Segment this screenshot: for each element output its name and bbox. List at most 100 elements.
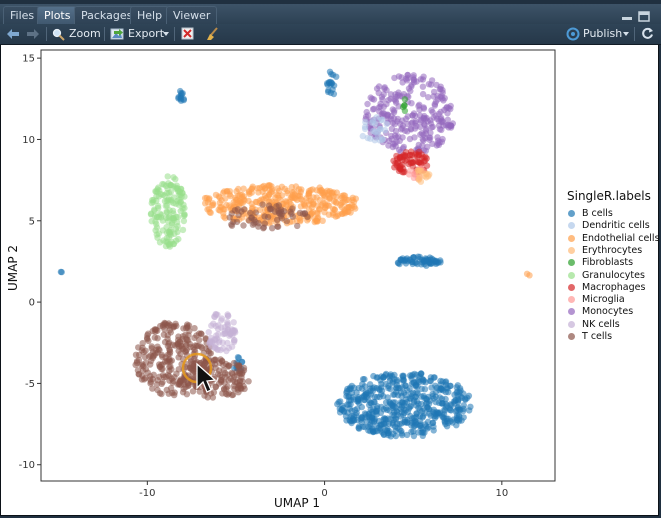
data-point	[261, 220, 269, 227]
data-point	[151, 326, 158, 333]
refresh-icon[interactable]	[641, 27, 654, 40]
plot-canvas: -10 -5 0 5 10 15 -10 0 10 UMAP 1 UMAP 2 SingleR…	[0, 45, 660, 516]
data-point	[132, 351, 140, 358]
data-point	[392, 427, 399, 434]
data-point	[245, 188, 253, 195]
export-button[interactable]: Export	[110, 26, 170, 42]
data-point	[442, 404, 450, 411]
data-point	[176, 377, 184, 385]
legend-label: Fibroblasts	[582, 257, 634, 269]
data-point	[274, 223, 281, 230]
data-point	[359, 380, 366, 388]
data-point	[423, 399, 431, 407]
data-point	[419, 83, 427, 90]
data-point	[152, 188, 159, 195]
back-arrow-icon[interactable]	[6, 28, 20, 40]
data-point	[420, 115, 427, 122]
data-point	[259, 188, 266, 195]
minimize-icon[interactable]	[621, 11, 633, 22]
tab-packages[interactable]: Packages	[74, 6, 140, 24]
data-point	[443, 415, 450, 422]
data-point	[179, 90, 186, 97]
data-point	[154, 202, 162, 210]
forward-arrow-icon[interactable]	[26, 28, 40, 40]
data-point	[400, 143, 407, 151]
data-point	[462, 395, 469, 403]
data-point	[151, 334, 158, 341]
export-image-icon	[110, 28, 124, 40]
data-point	[162, 202, 169, 210]
data-point	[306, 201, 313, 208]
pane-tabbar: Files Plots Packages Help Viewer	[0, 4, 661, 25]
data-point	[432, 388, 440, 396]
data-point	[158, 390, 165, 398]
data-point	[149, 385, 156, 392]
data-point	[144, 332, 151, 339]
maximize-icon[interactable]	[638, 11, 650, 22]
data-point	[149, 353, 157, 360]
data-point	[374, 374, 381, 381]
data-point	[409, 371, 416, 378]
data-point	[387, 385, 394, 393]
legend-swatch	[568, 308, 575, 316]
tab-files[interactable]: Files	[3, 6, 42, 24]
data-point	[383, 120, 390, 128]
data-point	[393, 378, 401, 385]
data-point	[180, 325, 187, 332]
zoom-button[interactable]: Zoom	[52, 26, 101, 42]
publish-label: Publish	[583, 27, 623, 40]
magnifier-icon	[52, 28, 65, 41]
data-point	[402, 115, 410, 123]
data-point	[201, 194, 209, 202]
data-point	[165, 196, 172, 203]
data-point	[209, 394, 217, 401]
data-point	[364, 100, 371, 108]
tab-viewer[interactable]: Viewer	[166, 6, 218, 24]
legend-swatch	[568, 234, 575, 242]
data-point	[292, 183, 300, 190]
data-point	[235, 211, 242, 219]
x-axis-label: UMAP 1	[274, 496, 320, 510]
legend-swatch	[568, 259, 575, 267]
data-point	[433, 257, 440, 265]
data-point	[411, 134, 418, 141]
data-point	[211, 313, 218, 320]
data-point	[451, 391, 458, 398]
data-point	[401, 96, 409, 103]
data-point	[425, 424, 432, 431]
data-point	[289, 205, 296, 212]
data-point	[185, 380, 192, 387]
data-point	[339, 402, 346, 410]
data-point	[163, 209, 171, 216]
data-point	[436, 139, 443, 146]
data-point	[216, 194, 223, 201]
data-point	[432, 98, 440, 106]
data-point	[224, 339, 231, 347]
tab-plots[interactable]: Plots	[37, 6, 78, 24]
remove-plot-icon[interactable]	[181, 27, 195, 41]
publish-button[interactable]: Publish	[566, 26, 630, 42]
data-point	[214, 346, 221, 354]
data-point	[425, 94, 432, 101]
data-point	[367, 135, 374, 142]
data-point	[415, 400, 422, 408]
tab-help[interactable]: Help	[130, 6, 170, 24]
data-point	[454, 416, 461, 424]
data-point	[327, 78, 334, 86]
export-label: Export	[128, 27, 165, 40]
data-point	[419, 90, 427, 98]
data-point	[369, 106, 377, 113]
data-point	[205, 329, 212, 336]
data-point	[164, 321, 171, 329]
data-point	[345, 204, 352, 211]
data-point	[425, 81, 433, 88]
data-point	[212, 336, 219, 343]
data-point	[438, 95, 446, 102]
data-point	[256, 214, 263, 221]
toolbar-separator	[46, 27, 47, 41]
data-point	[429, 123, 436, 130]
broom-clear-icon[interactable]	[205, 27, 219, 41]
data-point	[183, 391, 191, 398]
data-point	[406, 403, 414, 410]
data-point	[288, 210, 295, 217]
